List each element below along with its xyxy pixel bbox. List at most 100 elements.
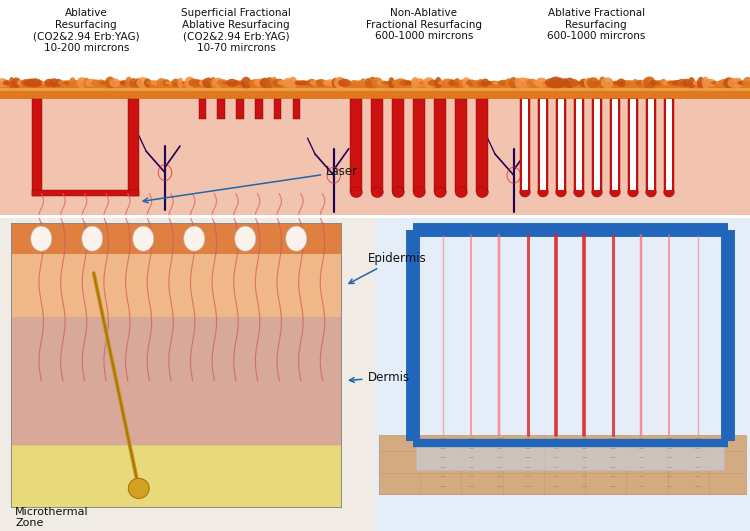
Ellipse shape xyxy=(484,81,496,85)
Ellipse shape xyxy=(668,80,678,85)
Ellipse shape xyxy=(455,187,467,198)
Ellipse shape xyxy=(598,76,606,89)
Text: Superficial Fractional
Ablative Resurfacing
(CO2&2.94 Erb:YAG)
10-70 mircrons: Superficial Fractional Ablative Resurfac… xyxy=(182,8,291,53)
Ellipse shape xyxy=(413,187,425,198)
Bar xyxy=(646,99,656,192)
Ellipse shape xyxy=(338,79,351,87)
Ellipse shape xyxy=(235,226,256,251)
Ellipse shape xyxy=(163,79,170,87)
Ellipse shape xyxy=(704,79,717,87)
Bar xyxy=(648,99,654,190)
Ellipse shape xyxy=(21,79,31,87)
Bar xyxy=(32,99,42,196)
Bar xyxy=(11,254,341,317)
Ellipse shape xyxy=(115,81,124,85)
Ellipse shape xyxy=(130,78,138,88)
Ellipse shape xyxy=(592,81,604,85)
Bar xyxy=(520,99,530,192)
Ellipse shape xyxy=(437,81,448,84)
Ellipse shape xyxy=(702,76,709,89)
Ellipse shape xyxy=(244,80,257,85)
Ellipse shape xyxy=(177,78,184,88)
Ellipse shape xyxy=(579,79,588,87)
Ellipse shape xyxy=(105,76,116,89)
Ellipse shape xyxy=(434,187,446,198)
Ellipse shape xyxy=(601,78,613,88)
Ellipse shape xyxy=(83,78,90,88)
Bar xyxy=(612,99,618,190)
Ellipse shape xyxy=(632,79,638,87)
Ellipse shape xyxy=(128,478,149,499)
Ellipse shape xyxy=(278,80,290,85)
Ellipse shape xyxy=(660,79,667,87)
Text: Ablative
Resurfacing
(CO2&2.94 Erb:YAG)
10-200 mircrons: Ablative Resurfacing (CO2&2.94 Erb:YAG) … xyxy=(33,8,140,53)
Bar xyxy=(11,223,341,507)
Ellipse shape xyxy=(222,81,232,84)
Bar xyxy=(576,99,582,190)
Ellipse shape xyxy=(322,80,329,85)
Ellipse shape xyxy=(11,78,21,88)
Ellipse shape xyxy=(55,79,62,87)
Bar xyxy=(0,215,750,218)
Bar xyxy=(0,82,750,215)
Bar xyxy=(522,99,528,190)
Ellipse shape xyxy=(608,81,615,85)
Ellipse shape xyxy=(212,78,224,88)
Ellipse shape xyxy=(295,80,301,85)
Ellipse shape xyxy=(286,226,307,251)
Bar xyxy=(32,190,139,196)
Ellipse shape xyxy=(202,78,215,88)
Ellipse shape xyxy=(454,78,460,88)
Ellipse shape xyxy=(97,80,105,86)
Ellipse shape xyxy=(688,77,695,89)
Ellipse shape xyxy=(462,78,471,88)
Ellipse shape xyxy=(377,80,387,85)
Ellipse shape xyxy=(350,187,362,198)
Ellipse shape xyxy=(538,187,548,197)
Ellipse shape xyxy=(365,78,371,88)
Bar xyxy=(664,99,674,192)
Ellipse shape xyxy=(610,187,620,197)
Ellipse shape xyxy=(643,76,656,89)
Bar xyxy=(0,215,375,531)
Ellipse shape xyxy=(737,80,749,85)
Ellipse shape xyxy=(574,187,584,197)
Ellipse shape xyxy=(641,79,648,87)
Ellipse shape xyxy=(448,80,456,86)
Ellipse shape xyxy=(388,77,394,89)
Bar xyxy=(11,444,341,507)
Ellipse shape xyxy=(241,76,251,89)
Bar xyxy=(574,99,584,192)
Ellipse shape xyxy=(332,78,338,88)
Ellipse shape xyxy=(520,187,530,197)
Bar xyxy=(199,99,206,119)
Ellipse shape xyxy=(3,80,11,85)
Ellipse shape xyxy=(392,80,400,86)
Ellipse shape xyxy=(302,81,312,85)
Ellipse shape xyxy=(628,187,638,197)
Ellipse shape xyxy=(165,81,177,84)
Ellipse shape xyxy=(310,80,323,86)
Ellipse shape xyxy=(662,80,674,85)
Ellipse shape xyxy=(564,78,575,88)
Ellipse shape xyxy=(491,81,498,85)
Bar xyxy=(538,99,548,192)
Ellipse shape xyxy=(146,80,159,85)
Ellipse shape xyxy=(360,79,367,87)
Bar xyxy=(540,99,546,190)
Ellipse shape xyxy=(85,79,98,87)
Text: Epidermis: Epidermis xyxy=(349,252,426,284)
Ellipse shape xyxy=(316,79,326,87)
Ellipse shape xyxy=(249,79,262,87)
Ellipse shape xyxy=(24,79,37,87)
Ellipse shape xyxy=(561,78,568,88)
Ellipse shape xyxy=(592,187,602,197)
Ellipse shape xyxy=(650,80,658,85)
Ellipse shape xyxy=(523,78,532,88)
Bar xyxy=(413,99,425,192)
Ellipse shape xyxy=(556,187,566,197)
Ellipse shape xyxy=(477,79,484,87)
Bar xyxy=(350,99,362,192)
Ellipse shape xyxy=(144,79,152,87)
Ellipse shape xyxy=(217,79,229,87)
